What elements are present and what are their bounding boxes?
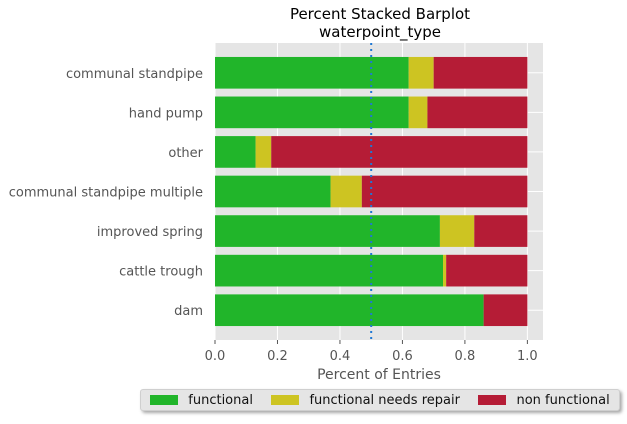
legend-item: functional needs repair bbox=[271, 392, 460, 408]
x-tick-label: 0.6 bbox=[392, 349, 413, 364]
legend-swatch bbox=[271, 395, 300, 405]
y-tick-label: communal standpipe multiple bbox=[9, 186, 203, 201]
y-tick-label: other bbox=[168, 146, 203, 161]
legend-item: functional bbox=[150, 393, 253, 408]
bars bbox=[215, 56, 528, 327]
x-axis-label: Percent of Entries bbox=[317, 367, 441, 383]
legend-label: functional bbox=[188, 392, 253, 408]
y-tick-labels: communal standpipe hand pump other communal… bbox=[9, 67, 204, 319]
bar-segment bbox=[408, 56, 434, 89]
bar-segment bbox=[408, 96, 428, 129]
legend-label: functional needs repair bbox=[309, 392, 460, 408]
y-tick-label: cattle trough bbox=[119, 265, 203, 280]
x-tick-label: 0.4 bbox=[330, 349, 351, 364]
x-tick-label: 0.0 bbox=[205, 349, 226, 364]
legend-label: non functional bbox=[516, 392, 610, 408]
bar-segment bbox=[361, 175, 528, 208]
y-tick-label: dam bbox=[174, 304, 203, 319]
bar-segment bbox=[215, 175, 331, 208]
bar-segment bbox=[215, 136, 256, 168]
bar-segment bbox=[271, 136, 528, 168]
y-tick-label: improved spring bbox=[97, 225, 203, 240]
chart-title: Percent Stacked Barplot bbox=[290, 5, 470, 23]
bar-segment bbox=[215, 56, 409, 89]
bar-segment bbox=[446, 254, 528, 287]
bar-segment bbox=[215, 294, 484, 327]
bar-segment bbox=[215, 96, 409, 129]
bar-segment bbox=[439, 215, 475, 247]
bar-segment bbox=[330, 175, 362, 208]
bar-segment bbox=[427, 96, 528, 129]
legend: functional functional needs repair non fun… bbox=[140, 389, 620, 411]
legend-swatch bbox=[150, 395, 179, 405]
bar-segment bbox=[433, 56, 528, 89]
legend-item: non functional bbox=[478, 392, 610, 408]
bar-segment bbox=[474, 215, 528, 247]
x-tick-label: 0.2 bbox=[267, 349, 288, 364]
chart-subtitle: waterpoint_type bbox=[319, 23, 441, 42]
bar-segment bbox=[215, 254, 444, 287]
bar-segment bbox=[443, 254, 447, 287]
y-tick-label: hand pump bbox=[129, 106, 203, 121]
bar-segment bbox=[483, 294, 528, 327]
legend-swatch bbox=[478, 395, 507, 405]
x-tick-label: 1.0 bbox=[517, 349, 538, 364]
x-tick-labels: 0.0 0.2 0.4 0.6 0.8 1.0 bbox=[205, 340, 538, 364]
x-tick-label: 0.8 bbox=[455, 349, 476, 364]
y-tick-label: communal standpipe bbox=[66, 67, 203, 82]
bar-segment bbox=[255, 136, 272, 168]
bar-segment bbox=[215, 215, 440, 247]
